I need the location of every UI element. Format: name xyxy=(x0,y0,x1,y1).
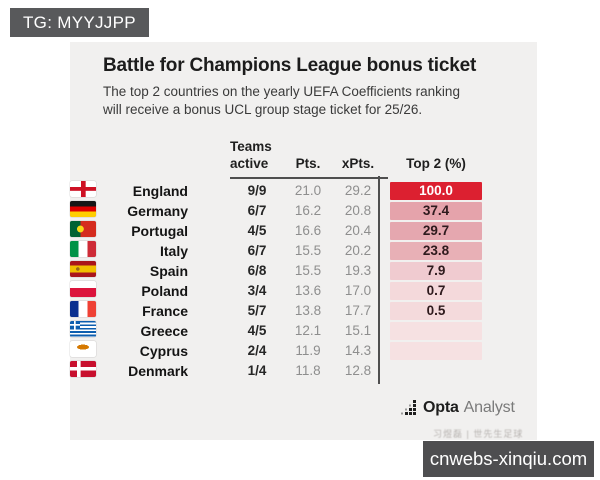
country-name: Poland xyxy=(141,283,188,299)
country-name: Cyprus xyxy=(139,343,188,359)
pts-value: 11.9 xyxy=(295,343,321,358)
top2-bar xyxy=(390,322,482,340)
top2-bar: 100.0 xyxy=(390,182,482,200)
top2-bar: 37.4 xyxy=(390,202,482,220)
column-header-xpts: xPts. xyxy=(341,156,375,171)
pts-value: 15.5 xyxy=(294,243,322,258)
pts-value: 13.8 xyxy=(294,303,322,318)
teams-active-value: 5/7 xyxy=(247,303,267,318)
opta-logo-text-bold: Opta xyxy=(423,399,459,416)
teams-active-value: 6/8 xyxy=(247,263,267,278)
pts-value: 21.0 xyxy=(294,183,322,198)
country-name: Spain xyxy=(149,263,188,279)
country-name: Germany xyxy=(127,203,188,219)
pts-value: 15.5 xyxy=(294,263,322,278)
xpts-value: 20.4 xyxy=(344,223,372,238)
teams-active-value: 2/4 xyxy=(247,343,267,358)
flag-denmark-icon xyxy=(70,361,96,377)
flag-spain-icon xyxy=(70,261,96,277)
xpts-value: 15.1 xyxy=(344,323,372,338)
table-row: Germany 6/7 16.2 20.8 37.4 xyxy=(70,201,537,221)
telegram-badge: TG: MYYJJPP xyxy=(10,8,149,37)
pts-value: 11.8 xyxy=(295,363,321,378)
column-header-teams-active: Teams active xyxy=(230,139,300,172)
xpts-value: 12.8 xyxy=(344,363,372,378)
pts-value: 16.2 xyxy=(294,203,322,218)
stats-card: Battle for Champions League bonus ticket… xyxy=(70,42,537,440)
xpts-value: 20.2 xyxy=(344,243,372,258)
flag-poland-icon xyxy=(70,281,96,297)
country-name: Portugal xyxy=(131,223,188,239)
table-row: Poland 3/4 13.6 17.0 0.7 xyxy=(70,281,537,301)
column-header-pts: Pts. xyxy=(295,156,321,171)
page-subtitle: The top 2 countries on the yearly UEFA C… xyxy=(103,83,460,118)
pts-value: 12.1 xyxy=(294,323,322,338)
subtitle-line-2: will receive a bonus UCL group stage tic… xyxy=(103,101,423,117)
top2-bar: 7.9 xyxy=(390,262,482,280)
opta-logo-text-light: Analyst xyxy=(463,399,515,416)
top2-bar xyxy=(390,362,482,380)
table-rows: England 9/9 21.0 29.2 100.0 Germany 6/7 … xyxy=(70,181,537,381)
teams-active-value: 4/5 xyxy=(247,323,267,338)
column-header-top2: Top 2 (%) xyxy=(406,156,466,171)
table-row: Cyprus 2/4 11.9 14.3 xyxy=(70,341,537,361)
site-watermark-bar: cnwebs-xinqiu.com xyxy=(423,441,594,477)
table-row: Spain 6/8 15.5 19.3 7.9 xyxy=(70,261,537,281)
table-row: Italy 6/7 15.5 20.2 23.8 xyxy=(70,241,537,261)
country-name: France xyxy=(142,303,188,319)
table-row: France 5/7 13.8 17.7 0.5 xyxy=(70,301,537,321)
xpts-value: 17.7 xyxy=(344,303,372,318)
xpts-value: 19.3 xyxy=(344,263,372,278)
xpts-value: 17.0 xyxy=(344,283,372,298)
header-divider-line xyxy=(230,177,388,179)
opta-logo-icon xyxy=(401,400,416,415)
xpts-value: 14.3 xyxy=(344,343,372,358)
table-row: Portugal 4/5 16.6 20.4 29.7 xyxy=(70,221,537,241)
teams-active-value: 1/4 xyxy=(247,363,267,378)
subtitle-line-1: The top 2 countries on the yearly UEFA C… xyxy=(103,84,460,99)
teams-active-value: 3/4 xyxy=(247,283,267,298)
header-teams-line1: Teams xyxy=(230,139,272,154)
flag-greece-icon xyxy=(70,321,96,337)
country-name: Greece xyxy=(140,323,188,339)
flag-france-icon xyxy=(70,301,96,317)
xpts-value: 29.2 xyxy=(344,183,372,198)
country-name: Denmark xyxy=(128,363,188,379)
top2-bar: 0.5 xyxy=(390,302,482,320)
page-title: Battle for Champions League bonus ticket xyxy=(103,55,477,76)
country-name: Italy xyxy=(159,243,188,259)
table-row: Denmark 1/4 11.8 12.8 xyxy=(70,361,537,381)
chinese-watermark: 习煜磊 | 世先生足球 xyxy=(433,429,524,439)
header-teams-line2: active xyxy=(230,155,269,171)
teams-active-value: 6/7 xyxy=(247,243,267,258)
flag-england-icon xyxy=(70,181,96,197)
table-row: England 9/9 21.0 29.2 100.0 xyxy=(70,181,537,201)
teams-active-value: 6/7 xyxy=(247,203,267,218)
teams-active-value: 4/5 xyxy=(247,223,267,238)
top2-bar: 23.8 xyxy=(390,242,482,260)
table-row: Greece 4/5 12.1 15.1 xyxy=(70,321,537,341)
flag-cyprus-icon xyxy=(70,341,96,357)
flag-germany-icon xyxy=(70,201,96,217)
top2-bar xyxy=(390,342,482,360)
teams-active-value: 9/9 xyxy=(247,183,267,198)
xpts-value: 20.8 xyxy=(344,203,372,218)
top2-bar: 0.7 xyxy=(390,282,482,300)
flag-italy-icon xyxy=(70,241,96,257)
pts-value: 16.6 xyxy=(294,223,322,238)
top2-column-separator-line xyxy=(378,176,380,384)
flag-portugal-icon xyxy=(70,221,96,237)
top2-bar: 29.7 xyxy=(390,222,482,240)
opta-analyst-logo: Opta Analyst xyxy=(400,399,515,417)
pts-value: 13.6 xyxy=(294,283,322,298)
country-name: England xyxy=(132,183,188,199)
